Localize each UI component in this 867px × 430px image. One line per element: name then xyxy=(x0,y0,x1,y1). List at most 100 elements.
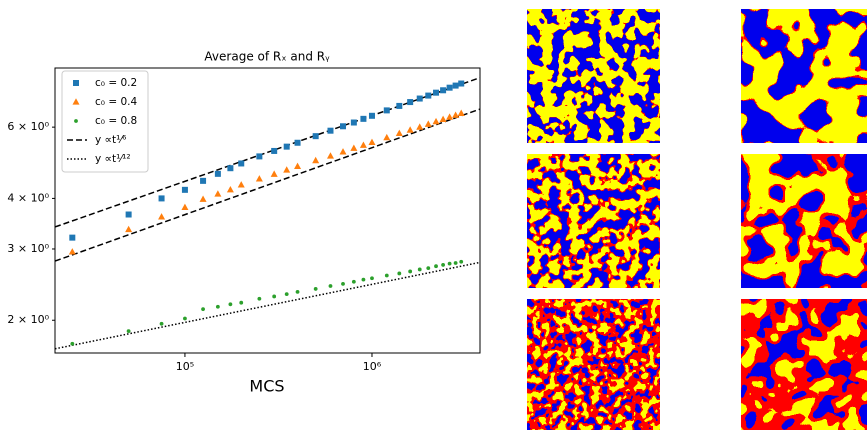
marker xyxy=(452,82,459,89)
legend-box xyxy=(61,70,149,173)
x-tick-label: 10⁶ xyxy=(363,360,382,373)
marker xyxy=(312,133,319,140)
marker xyxy=(384,273,389,278)
marker xyxy=(226,186,234,193)
marker xyxy=(68,248,76,255)
marker xyxy=(350,144,358,151)
marker xyxy=(69,234,76,241)
marker xyxy=(158,195,165,202)
marker xyxy=(126,329,131,334)
marker xyxy=(214,170,221,177)
marker xyxy=(125,225,133,233)
marker xyxy=(181,203,189,211)
chart-title: Average of Rₓ and Rᵧ xyxy=(204,50,330,64)
plot-frame xyxy=(54,67,481,354)
marker xyxy=(201,307,205,312)
reference-line xyxy=(55,261,480,350)
marker xyxy=(458,80,465,87)
marker xyxy=(74,119,78,123)
marker xyxy=(406,126,414,133)
marker xyxy=(397,271,402,276)
marker xyxy=(440,87,447,94)
marker xyxy=(383,133,391,141)
marker xyxy=(271,147,278,154)
y-tick-label: 4 × 10⁰ xyxy=(7,191,49,204)
marker xyxy=(368,138,376,146)
y-tick-label: 6 × 10⁰ xyxy=(7,120,49,133)
marker xyxy=(340,123,347,130)
reference-line xyxy=(55,108,480,262)
snapshot xyxy=(527,9,660,143)
marker xyxy=(237,181,245,188)
marker xyxy=(339,148,347,155)
marker xyxy=(425,92,432,99)
marker xyxy=(457,109,465,116)
marker xyxy=(434,264,438,269)
marker xyxy=(295,290,300,294)
x-axis-label: MCS xyxy=(249,377,284,396)
marker xyxy=(327,127,334,134)
marker xyxy=(283,166,291,173)
y-tick-label: 2 × 10⁰ xyxy=(7,313,49,326)
marker xyxy=(256,153,263,160)
marker xyxy=(227,165,234,172)
marker xyxy=(441,263,445,267)
marker xyxy=(350,119,357,126)
snapshot-panels xyxy=(527,9,867,430)
plot-area xyxy=(55,76,480,350)
marker xyxy=(255,175,263,182)
marker xyxy=(215,304,220,309)
marker xyxy=(72,98,80,105)
legend-label: c₀ = 0.8 xyxy=(95,115,137,127)
marker xyxy=(239,300,244,305)
marker xyxy=(383,107,390,114)
marker xyxy=(446,84,453,91)
marker xyxy=(228,302,233,307)
marker xyxy=(368,112,375,119)
marker xyxy=(294,139,301,146)
legend: c₀ = 0.2 c₀ = 0.4 c₀ = 0.8 y ∝t¹⁄⁶ y ∝t¹⁄¹² xyxy=(61,70,149,173)
marker xyxy=(272,294,277,299)
marker xyxy=(395,129,403,137)
marker xyxy=(125,211,132,218)
marker xyxy=(416,95,423,102)
marker xyxy=(313,287,318,291)
marker xyxy=(283,143,290,150)
marker xyxy=(360,115,367,122)
marker xyxy=(328,284,333,288)
marker xyxy=(257,296,262,301)
marker xyxy=(361,277,366,282)
marker xyxy=(370,276,374,281)
marker xyxy=(446,113,454,120)
snapshot xyxy=(527,299,660,430)
marker xyxy=(294,162,302,169)
marker xyxy=(312,156,320,164)
marker xyxy=(433,89,440,96)
snapshot xyxy=(741,299,867,430)
x-tick-label: 10⁵ xyxy=(176,360,194,373)
marker xyxy=(407,99,414,106)
marker xyxy=(459,259,464,264)
legend-label: c₀ = 0.2 xyxy=(95,77,137,89)
marker xyxy=(424,120,432,127)
marker xyxy=(351,279,356,284)
marker xyxy=(359,141,367,148)
marker xyxy=(396,102,403,109)
marker xyxy=(341,281,345,286)
marker xyxy=(439,115,447,123)
marker xyxy=(70,341,75,346)
y-tick-label: 3 × 10⁰ xyxy=(7,242,49,255)
marker xyxy=(158,213,166,220)
marker xyxy=(73,80,79,86)
legend-label: y ∝t¹⁄⁶ xyxy=(95,134,126,146)
legend-label: c₀ = 0.4 xyxy=(95,96,137,108)
snapshot xyxy=(741,154,867,288)
marker xyxy=(238,160,245,167)
legend-label: y ∝t¹⁄¹² xyxy=(95,153,131,165)
reference-line xyxy=(55,76,480,228)
marker xyxy=(426,266,431,271)
marker xyxy=(159,321,164,326)
snapshot xyxy=(527,154,660,288)
marker xyxy=(417,267,422,272)
